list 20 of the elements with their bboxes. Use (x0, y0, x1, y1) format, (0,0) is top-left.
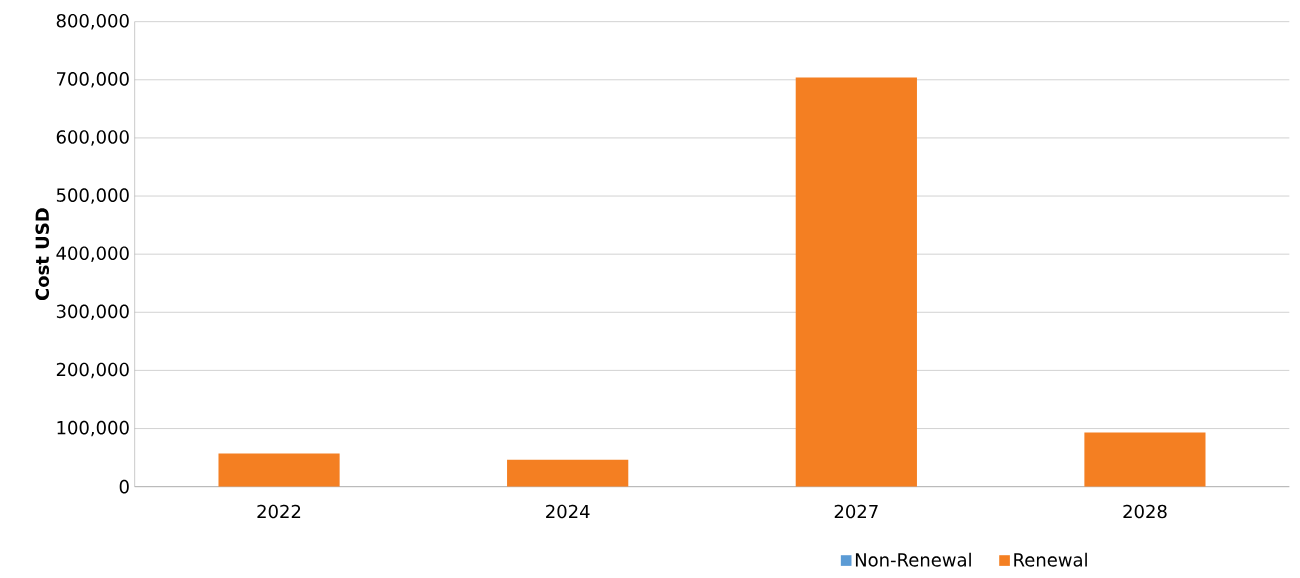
y-tick-label: 200,000 (56, 362, 129, 379)
bar (218, 453, 340, 487)
y-tick-label: 100,000 (57, 420, 129, 437)
y-tick-label: 700,000 (57, 72, 129, 88)
y-tick-label: 0 (119, 479, 129, 494)
x-tick-label: 2027 (834, 504, 878, 519)
legend-label: Renewal (1014, 552, 1087, 567)
y-tick-label: 800,000 (56, 13, 129, 30)
bar (1084, 432, 1206, 487)
x-tick-label: 2022 (257, 504, 301, 519)
y-tick-label: 500,000 (56, 188, 129, 204)
y-tick-label: 400,000 (56, 246, 129, 262)
bar (795, 77, 917, 487)
x-tick-label: 2028 (1123, 504, 1167, 519)
x-tick-label: 2024 (546, 504, 590, 519)
legend-label: Non-Renewal (855, 552, 971, 567)
y-tick-label: 300,000 (56, 304, 129, 321)
bar (507, 459, 629, 487)
y-tick-label: 600,000 (56, 130, 129, 146)
y-axis-title: Cost USD (35, 208, 50, 301)
